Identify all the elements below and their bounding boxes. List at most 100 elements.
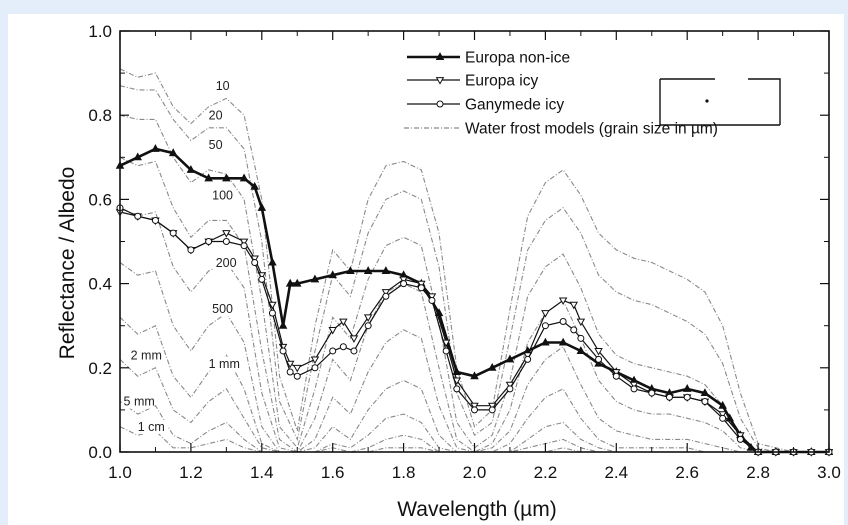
series-ganymede-icy xyxy=(116,204,833,456)
data-point xyxy=(285,360,295,369)
legend-label: Ganymede icy xyxy=(465,97,564,114)
data-point xyxy=(279,347,287,355)
data-point xyxy=(725,413,735,422)
curve-label-bg xyxy=(213,255,240,270)
data-point xyxy=(134,212,142,220)
data-point xyxy=(293,372,301,380)
data-point xyxy=(683,393,691,401)
data-point xyxy=(442,347,450,355)
data-point xyxy=(258,275,266,283)
data-point xyxy=(310,274,320,283)
data-point xyxy=(736,435,744,443)
data-point xyxy=(257,202,267,211)
x-tick-label: 2.4 xyxy=(604,463,628,482)
data-point xyxy=(505,354,515,363)
data-point xyxy=(417,284,425,292)
data-point xyxy=(612,372,620,380)
data-point xyxy=(168,148,178,157)
x-tick-label: 2.8 xyxy=(746,463,770,482)
data-point xyxy=(718,400,727,409)
data-point xyxy=(204,173,213,182)
data-point xyxy=(577,334,585,342)
curve-label-bg xyxy=(206,108,226,123)
legend-marker xyxy=(436,100,444,108)
frost-curve-label: 20 xyxy=(209,108,223,122)
legend-label: Europa non-ice xyxy=(465,50,570,67)
data-point xyxy=(576,318,586,327)
x-tick-label: 1.6 xyxy=(321,463,345,482)
axis-ticks: 1.0 1.2 1.4 1.6 1.8 2.0 2.2 2.4 2.6 2.8 3.0 0.0 0.2 0… xyxy=(88,22,840,482)
data-point xyxy=(718,411,727,419)
data-point xyxy=(428,296,436,304)
data-point xyxy=(285,278,295,287)
data-point xyxy=(594,358,603,367)
legend-label: Europa icy xyxy=(465,73,538,90)
legend-entry: Europa non-ice xyxy=(407,50,570,67)
frost-curve-20 xyxy=(119,85,829,453)
data-point xyxy=(222,238,230,245)
data-point xyxy=(427,293,437,301)
legend-entry: Ganymede icy xyxy=(407,97,564,114)
data-point xyxy=(133,152,142,161)
data-point xyxy=(700,388,710,397)
frost-curve-label: 100 xyxy=(212,188,233,202)
data-point xyxy=(339,318,348,327)
data-point xyxy=(268,257,277,266)
curve-label-bg xyxy=(210,302,236,317)
data-point xyxy=(487,362,497,371)
legend: Europa non-ice Europa icy Ganymede icy Wate… xyxy=(404,50,718,138)
data-point xyxy=(524,355,532,363)
x-tick-label: 3.0 xyxy=(817,463,841,482)
inset-marker xyxy=(659,78,781,126)
data-point xyxy=(240,242,248,250)
y-tick-label: 0.4 xyxy=(88,275,112,294)
data-point xyxy=(487,402,497,411)
inset-bracket xyxy=(659,78,781,126)
data-point xyxy=(541,322,549,330)
frost-curve-label: 1 mm xyxy=(209,357,240,371)
frost-curve-100 xyxy=(119,156,829,453)
x-tick-label: 2.6 xyxy=(675,463,699,482)
data-point xyxy=(570,326,578,334)
curve-labels: 10 20 50 100 200 500 2 mm 1 mm 5 mm 1 cm xyxy=(121,78,240,434)
data-point xyxy=(506,385,514,393)
frost-curve-label: 50 xyxy=(209,138,223,152)
x-axis-title: Wavelength (µm) xyxy=(397,498,557,521)
y-tick-label: 0.8 xyxy=(88,106,112,125)
y-tick-label: 0.2 xyxy=(88,359,112,378)
legend-marker xyxy=(435,52,445,60)
inset-dot xyxy=(705,99,709,103)
data-point xyxy=(470,371,479,380)
data-point xyxy=(292,364,302,373)
x-tick-label: 2.2 xyxy=(534,463,558,482)
curve-label-bg xyxy=(121,394,155,409)
curve-label-bg xyxy=(128,348,162,363)
data-point xyxy=(222,230,231,238)
y-tick-label: 0.6 xyxy=(88,190,112,209)
data-point xyxy=(559,317,567,325)
curve-label-bg xyxy=(206,356,240,371)
legend-label: Water frost models (grain size in µm) xyxy=(465,121,718,138)
data-point xyxy=(350,347,358,355)
data-point xyxy=(665,393,673,401)
data-point xyxy=(736,432,745,440)
data-point xyxy=(541,310,550,318)
data-point xyxy=(251,259,259,267)
data-point xyxy=(286,368,294,376)
data-point xyxy=(292,278,302,287)
frost-curve-label: 5 mm xyxy=(124,395,155,409)
data-point xyxy=(311,364,319,372)
data-point xyxy=(701,397,709,405)
data-point xyxy=(399,276,408,285)
data-point xyxy=(186,165,196,173)
data-point xyxy=(453,385,461,393)
x-tick-label: 1.0 xyxy=(108,463,132,482)
legend-entry: Europa icy xyxy=(407,73,538,90)
data-point xyxy=(169,229,177,237)
data-point xyxy=(594,348,603,356)
data-point xyxy=(595,355,603,363)
y-tick-label: 1.0 xyxy=(88,22,112,41)
x-tick-label: 1.4 xyxy=(250,463,274,482)
data-point xyxy=(239,173,249,182)
